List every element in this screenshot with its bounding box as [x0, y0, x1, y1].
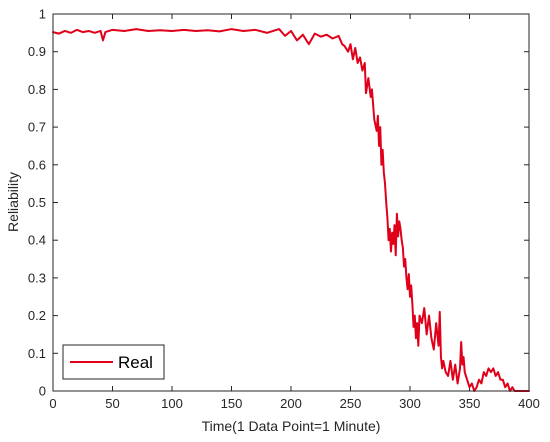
legend-label-real: Real	[118, 353, 153, 372]
y-tick-label: 0.2	[28, 308, 46, 323]
x-tick-label: 50	[105, 396, 119, 411]
y-tick-label: 0	[39, 384, 46, 399]
x-tick-label: 100	[161, 396, 183, 411]
x-tick-label: 200	[280, 396, 302, 411]
x-tick-label: 300	[399, 396, 421, 411]
y-axis-label: Reliability	[5, 172, 21, 232]
x-tick-label: 350	[459, 396, 481, 411]
y-tick-label: 0.7	[28, 120, 46, 135]
series-line-real	[52, 28, 530, 392]
y-tick-label: 0.4	[28, 233, 46, 248]
legend: Real	[62, 344, 165, 380]
y-tick-label: 0.6	[28, 157, 46, 172]
y-tick-label: 1	[39, 7, 46, 22]
x-tick-label: 150	[221, 396, 243, 411]
plot-frame	[52, 13, 530, 392]
x-tick-label: 400	[518, 396, 540, 411]
axis-ticks: 0 50 100 150 200 250 300 350 400 0 0.1 0.2 0.3 0.4 0.5…	[28, 7, 540, 412]
y-tick-label: 0.3	[28, 270, 46, 285]
x-axis-label: Time(1 Data Point=1 Minute)	[202, 418, 381, 434]
y-tick-label: 0.1	[28, 346, 46, 361]
y-tick-label: 0.9	[28, 44, 46, 59]
y-tick-label: 0.8	[28, 82, 46, 97]
plot-area	[53, 14, 529, 391]
series-layer	[52, 28, 530, 392]
y-tick-label: 0.5	[28, 195, 46, 210]
x-tick-label: 250	[340, 396, 362, 411]
x-tick-label: 0	[49, 396, 56, 411]
